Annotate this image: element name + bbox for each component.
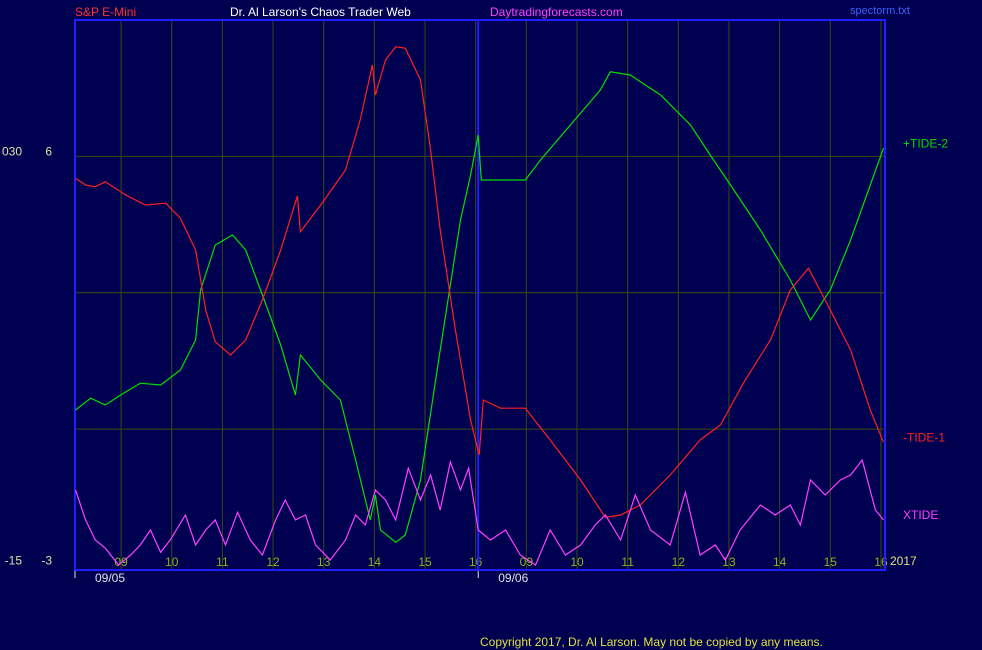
chart-title: Dr. Al Larson's Chaos Trader Web bbox=[230, 5, 411, 19]
plot-border bbox=[74, 19, 886, 571]
series-line bbox=[75, 46, 885, 518]
series-label: -TIDE-1 bbox=[903, 430, 945, 444]
series-label: XTIDE bbox=[903, 508, 938, 522]
date-label: 09/06 bbox=[498, 571, 528, 585]
y-tick-label: -3 bbox=[41, 554, 52, 568]
x-tick-label: 14 bbox=[773, 555, 787, 569]
x-tick-label: 10 bbox=[165, 555, 179, 569]
x-tick-label: 13 bbox=[722, 555, 736, 569]
x-tick-label: 16 bbox=[469, 555, 483, 569]
x-tick-label: 15 bbox=[824, 555, 838, 569]
date-label: 09/05 bbox=[95, 571, 125, 585]
x-tick-label: 14 bbox=[368, 555, 382, 569]
x-tick-label: 09 bbox=[520, 555, 534, 569]
x-tick-label: 11 bbox=[216, 555, 229, 569]
series-line bbox=[74, 458, 884, 566]
series-line bbox=[75, 71, 885, 544]
y2-tick-label: 030 bbox=[2, 145, 22, 159]
y-tick-label: 6 bbox=[45, 145, 52, 159]
x-tick-label: 12 bbox=[266, 555, 280, 569]
file-name: spectorm.txt bbox=[850, 5, 910, 17]
x-tick-label: 15 bbox=[418, 555, 432, 569]
site: Daytradingforecasts.com bbox=[490, 5, 623, 19]
y2-tick-label: -15 bbox=[5, 554, 23, 568]
x-tick-label: 13 bbox=[317, 555, 331, 569]
x-tick-label: 10 bbox=[570, 555, 584, 569]
x-tick-label: 11 bbox=[621, 555, 634, 569]
instrument: S&P E-Mini bbox=[75, 5, 136, 19]
x-tick-label: 12 bbox=[672, 555, 686, 569]
year: 2017 bbox=[890, 554, 917, 568]
copyright: Copyright 2017, Dr. Al Larson. May not b… bbox=[480, 635, 823, 649]
series-label: +TIDE-2 bbox=[903, 136, 948, 150]
